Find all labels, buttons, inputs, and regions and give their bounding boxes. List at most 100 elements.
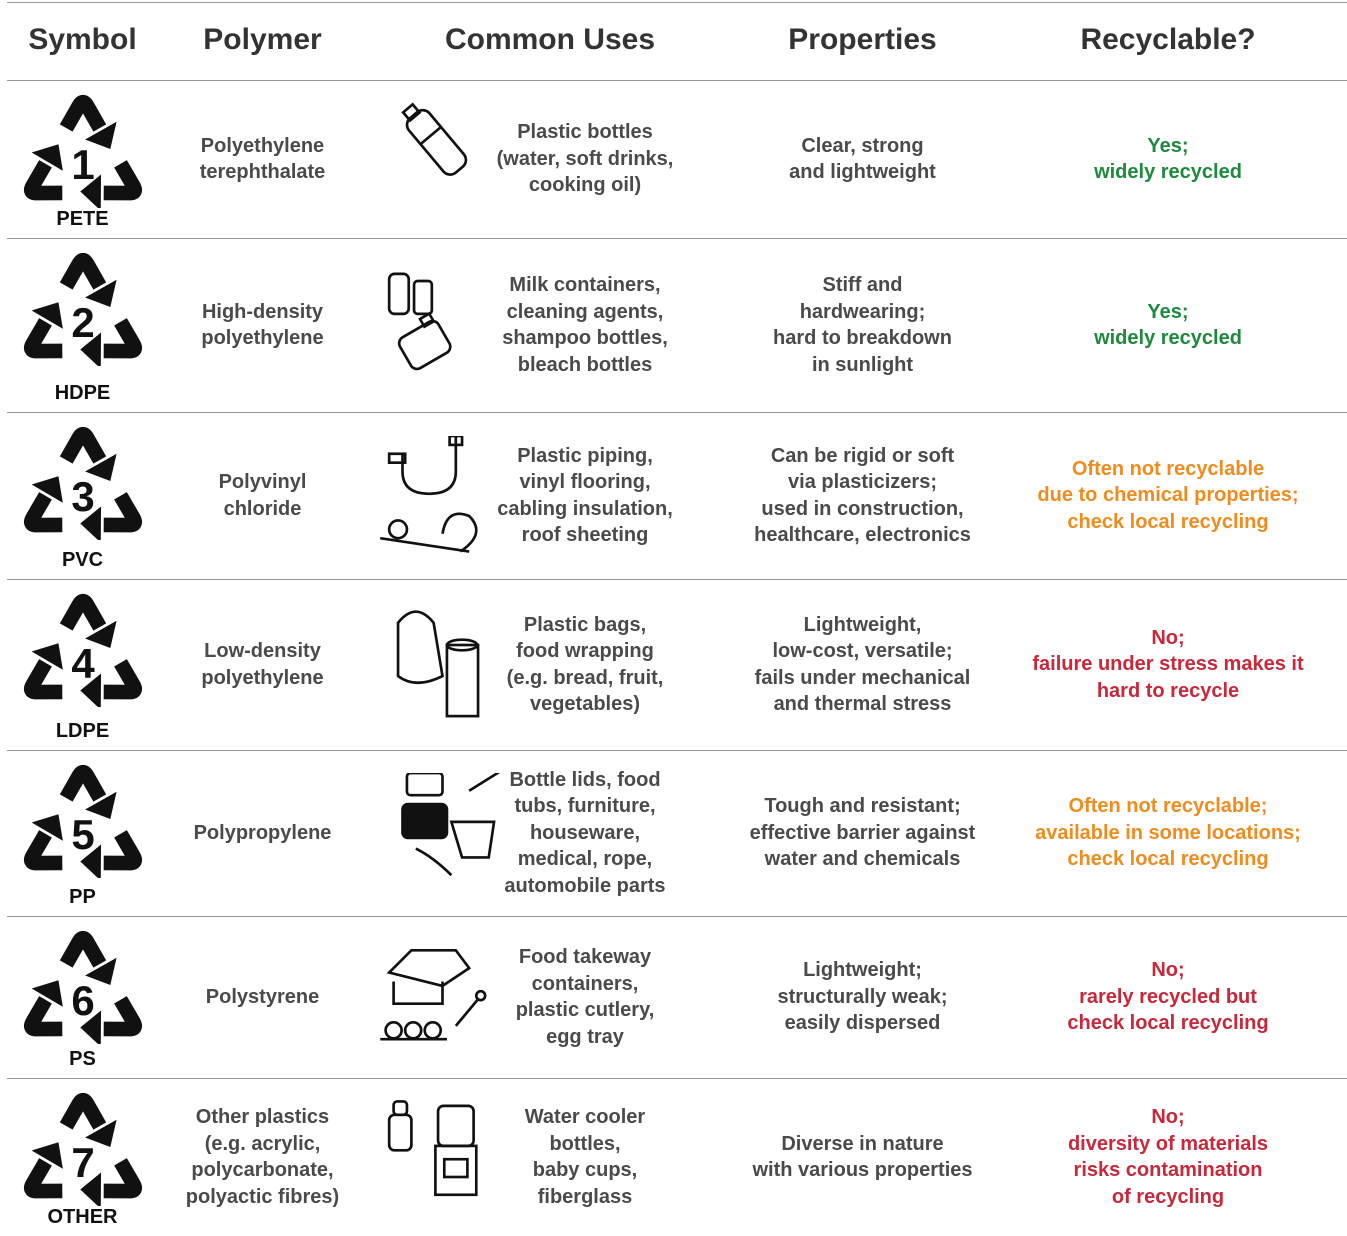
polymer-line: terephthalate	[199, 161, 326, 183]
symbol-number: 1	[71, 141, 94, 188]
resin-code: OTHER	[47, 1206, 118, 1228]
usage-icon	[380, 435, 478, 553]
arrow	[80, 174, 102, 208]
arrow	[80, 160, 143, 208]
recyclable-line: check local recycling	[1067, 1012, 1269, 1035]
polymer-line: Polyvinyl	[218, 471, 307, 493]
arrow	[80, 332, 102, 366]
arrow	[103, 492, 143, 533]
uses-line: bleach bottles	[517, 353, 653, 376]
properties-cell: Diverse in nature with various properties	[690, 1078, 1035, 1236]
icon-drawing	[380, 435, 478, 553]
uses-line: vinyl flooring,	[519, 471, 651, 493]
arrow	[103, 1158, 143, 1199]
polymer-line: polyactic fibres)	[185, 1185, 340, 1208]
header-rule	[7, 80, 1347, 81]
table-row: 7 OTHER Other plastics (e.g. acrylic, polyca…	[0, 1078, 1347, 1236]
uses-line: food wrapping	[516, 640, 654, 662]
polymer-line: (e.g. acrylic,	[204, 1132, 321, 1155]
polymer-line: Polyethylene	[200, 134, 325, 157]
recyclable-line: check local recycling	[1067, 510, 1269, 533]
recyclable-cell: No; diversity of materials risks contamina…	[1010, 1078, 1326, 1236]
recyclable-line: Often not recyclable	[1071, 457, 1265, 480]
recyclable-line: risks contamination	[1073, 1159, 1263, 1181]
polymer-cell: Polyethylene terephthalate	[165, 80, 360, 238]
recycle-symbol: 2	[23, 253, 143, 366]
icon-drawing	[401, 102, 468, 176]
uses-line: containers,	[531, 972, 639, 995]
arrow	[103, 830, 143, 871]
recycle-symbol: 5	[23, 765, 143, 878]
recyclable-line: Often not recyclable;	[1068, 795, 1268, 818]
arrow	[59, 1093, 117, 1147]
usage-icon	[401, 102, 468, 176]
arrow	[23, 996, 63, 1037]
uses-cell: Plastic bags, food wrapping (e.g. bread, f…	[480, 579, 690, 750]
recyclable-line: Yes;	[1147, 300, 1189, 323]
polymer-line: Other plastics	[195, 1106, 330, 1128]
arrow	[85, 791, 117, 819]
recyclable-line: widely recycled	[1094, 161, 1242, 183]
uses-line: Water cooler	[524, 1106, 646, 1128]
properties-line: in sunlight	[811, 353, 914, 376]
properties-cell: Clear, strong and lightweight	[690, 80, 1035, 238]
recyclable-cell: Often not recyclable due to chemical prop…	[1010, 412, 1326, 579]
arrow	[85, 1119, 117, 1147]
arrow	[59, 765, 107, 802]
recyclable-line: hard to recycle	[1096, 679, 1240, 702]
properties-line: Clear, strong	[801, 134, 924, 157]
uses-cell: Food takeway containers, plastic cutlery, e…	[480, 916, 690, 1078]
arrow	[85, 957, 117, 985]
arrow	[59, 427, 117, 481]
arrow	[31, 476, 63, 503]
row-rule	[7, 916, 1347, 917]
properties-line: Diverse in nature	[781, 1132, 944, 1155]
table-row: 3 PVC Polyvinyl chloride Plastic piping, viny…	[0, 412, 1347, 579]
arrow	[59, 931, 117, 985]
uses-line: (water, soft drinks,	[496, 147, 674, 170]
uses-line: Plastic piping,	[517, 444, 653, 467]
resin-code: LDPE	[55, 720, 110, 742]
arrow	[85, 620, 117, 648]
uses-cell: Bottle lids, food tubs, furniture, housewa…	[480, 750, 690, 916]
recyclable-line: due to chemical properties;	[1037, 484, 1299, 507]
arrow	[31, 814, 63, 841]
properties-cell: Lightweight, low-cost, versatile; fails un…	[690, 579, 1035, 750]
polymer-line: Polystyrene	[205, 985, 320, 1008]
resin-code: PVC	[61, 549, 104, 571]
uses-line: Plastic bags,	[523, 613, 647, 636]
usage-icon	[380, 949, 487, 1041]
polymer-line: polyethylene	[201, 327, 324, 349]
arrow	[103, 160, 143, 201]
arrow	[59, 594, 107, 631]
polymer-cell: Polystyrene	[165, 916, 360, 1078]
arrow	[80, 673, 102, 707]
uses-line: roof sheeting	[521, 524, 649, 546]
row-rule	[7, 1078, 1347, 1079]
recyclable-cell: No; rarely recycled but check local recycl…	[1010, 916, 1326, 1078]
polymer-line: High-density	[201, 300, 324, 323]
arrow	[80, 844, 102, 878]
recycle-symbol: 1	[23, 95, 143, 208]
arrow	[59, 95, 117, 149]
header: Symbol	[28, 23, 137, 56]
arrow	[23, 980, 63, 1037]
row-rule	[7, 750, 1347, 751]
arrow	[59, 594, 117, 648]
uses-cell: Plastic bottles (water, soft drinks, cooki…	[480, 80, 690, 238]
polymer-cell: Polyvinyl chloride	[165, 412, 360, 579]
properties-line: hard to breakdown	[773, 327, 952, 349]
table-row: 1 PETE Polyethylene terephthalate Plastic bo…	[0, 80, 1347, 238]
symbol-number: 5	[71, 811, 94, 858]
arrow	[23, 492, 63, 533]
recyclable-cell: Often not recyclable; available in some l…	[1010, 750, 1326, 916]
uses-line: Bottle lids, food	[509, 768, 661, 791]
properties-cell: Can be rigid or soft via plasticizers; use…	[690, 412, 1035, 579]
properties-cell: Lightweight; structurally weak; easily dis…	[690, 916, 1035, 1078]
uses-line: medical, rope,	[517, 848, 653, 871]
recyclable-line: of recycling	[1111, 1185, 1225, 1208]
arrow	[23, 830, 63, 871]
uses-line: bottles,	[549, 1132, 621, 1155]
arrow	[59, 931, 107, 968]
table-row: 4 LDPE Low-density polyethylene Plastic bags…	[0, 579, 1347, 750]
